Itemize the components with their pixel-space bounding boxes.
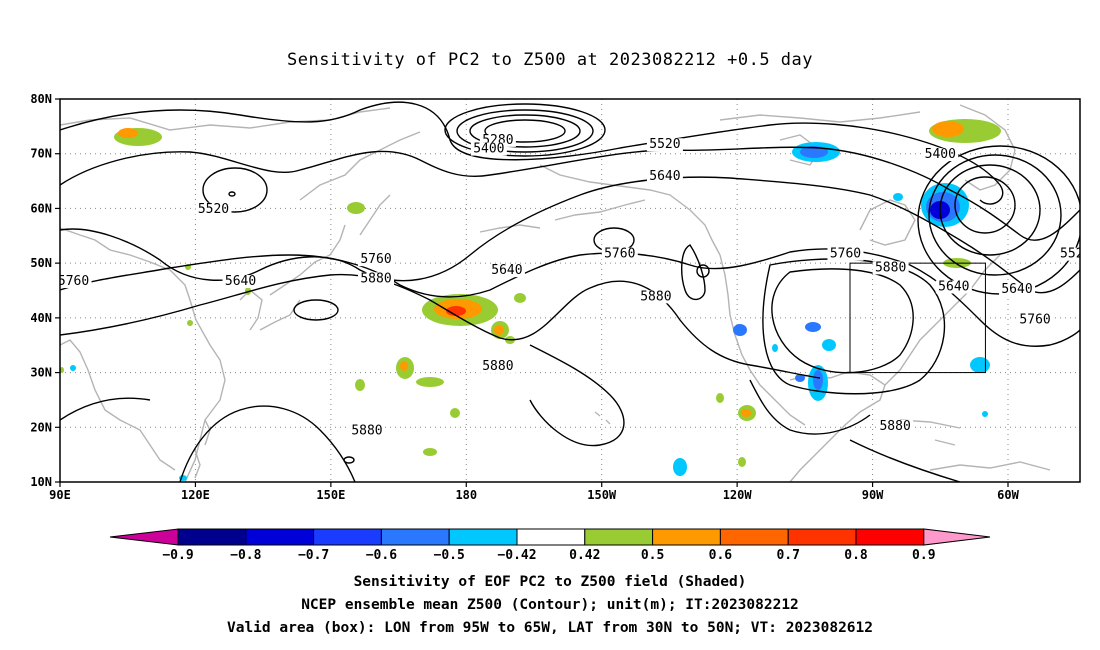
y-tick-label: 80N — [30, 92, 52, 106]
contour-label-bg — [877, 420, 914, 434]
contour-label-bg — [358, 272, 394, 286]
contour-label: 5880 — [879, 419, 910, 434]
contour-label: 5880 — [360, 271, 391, 286]
map-frame — [59, 98, 1081, 483]
chart-title: Sensitivity of PC2 to Z500 at 2023082212… — [286, 50, 813, 70]
colorbar-label: 0.7 — [776, 548, 799, 563]
x-tick-label: 150E — [316, 488, 345, 502]
contour-label: 5880 — [640, 289, 671, 304]
x-tick-label: 60W — [997, 488, 1019, 502]
colorbar-label: 0.42 — [569, 548, 600, 563]
colorbar-label: −0.9 — [162, 548, 193, 563]
colorbar-swatch — [448, 528, 518, 546]
y-tick-label: 40N — [30, 311, 52, 325]
contour-label-bg — [358, 253, 394, 267]
y-tick-label: 60N — [30, 201, 52, 215]
colorbar-label: 0.9 — [912, 548, 935, 563]
colorbar-label: −0.8 — [230, 548, 261, 563]
contour-label: 5640 — [491, 263, 522, 278]
z500-contours — [60, 101, 1080, 482]
colorbar-swatch — [652, 528, 721, 546]
colorbar-label: 0.8 — [844, 548, 868, 563]
colorbar-swatch — [380, 528, 450, 546]
colorbar-over-arrow — [923, 528, 991, 546]
contour-label: 5760 — [360, 252, 391, 267]
colorbar: −0.9 −0.8 −0.7 −0.6 −0.5 −0.42 0.42 0.5 0.6 0.7 0.… — [109, 528, 991, 563]
contour-label-bg — [922, 148, 959, 162]
colorbar-label: 0.5 — [641, 548, 664, 563]
colorbar-label: −0.6 — [366, 548, 397, 563]
contour-label-bg — [1057, 247, 1080, 261]
contour-label: 5640 — [938, 280, 969, 295]
y-tick-label: 50N — [30, 256, 52, 270]
contour-label: 5640 — [225, 274, 256, 289]
contour-label-bg — [637, 290, 674, 304]
contour-label: 5400 — [925, 147, 956, 162]
colorbar-under-arrow — [109, 528, 179, 546]
contour-label: 5760 — [830, 247, 861, 262]
contour-label: 5640 — [1001, 282, 1032, 297]
footer-line-1: Sensitivity of EOF PC2 to Z500 field (Sh… — [353, 574, 747, 590]
contour-label: 5880 — [482, 359, 513, 374]
contour-label-bg — [646, 169, 683, 183]
contour-label-bg — [1017, 313, 1054, 327]
colorbar-label: −0.7 — [298, 548, 329, 563]
colorbar-swatch — [516, 528, 586, 546]
x-tick-label: 90W — [862, 488, 884, 502]
contour-label: 5640 — [649, 169, 680, 184]
contour-label-bg — [195, 202, 232, 216]
colorbar-swatch — [787, 528, 857, 546]
colorbar-label: 0.6 — [709, 548, 733, 563]
contour-label: 5760 — [58, 274, 89, 289]
contour-label-bg — [60, 275, 92, 289]
y-tick-label: 70N — [30, 147, 52, 161]
y-tick-label: 10N — [30, 475, 52, 489]
x-tick-label: 120E — [181, 488, 210, 502]
contour-label: 5400 — [473, 142, 504, 157]
footer-line-2: NCEP ensemble mean Z500 (Contour); unit(… — [301, 597, 799, 613]
contour-label-bg — [488, 264, 525, 278]
contour-label-bg — [222, 275, 259, 289]
colorbar-swatch — [719, 528, 789, 546]
y-tick-label: 30N — [30, 366, 52, 380]
contour-label: 5880 — [875, 260, 906, 275]
contour-label: 5760 — [604, 247, 635, 262]
contour-label: 5520 — [1060, 247, 1091, 262]
footer-line-3: Valid area (box): LON from 95W to 65W, L… — [226, 620, 873, 636]
axis-ticks: 90E 120E 150E 180 150W 120W 90W 60W 10N 20N 30N 40N… — [30, 92, 1019, 502]
colorbar-label: −0.5 — [434, 548, 465, 563]
contour-label-bg — [479, 359, 516, 373]
colorbar-swatch — [313, 528, 382, 546]
x-tick-label: 180 — [455, 488, 477, 502]
contour-label: 5520 — [198, 202, 229, 217]
valid-area-box — [849, 262, 986, 374]
contour-label-bg — [999, 283, 1036, 297]
colorbar-label: −0.42 — [497, 548, 536, 563]
contour-label: 5880 — [351, 423, 382, 438]
map-area — [60, 99, 1080, 482]
colorbar-swatch — [245, 528, 315, 546]
contour-label-bg — [935, 280, 972, 294]
contour-label-bg — [470, 142, 507, 156]
x-tick-label: 150W — [587, 488, 617, 502]
colorbar-swatch — [177, 528, 247, 546]
contour-label-bg — [872, 261, 909, 275]
y-tick-label: 20N — [30, 420, 52, 434]
contour-label-bg — [601, 247, 638, 261]
contour-label: 5760 — [1019, 312, 1050, 327]
coastlines — [60, 104, 1051, 482]
colorbar-swatch — [584, 528, 654, 546]
x-tick-label: 120W — [723, 488, 753, 502]
contour-label-bg — [827, 247, 864, 261]
contour-label: 5520 — [649, 137, 680, 152]
colorbar-swatch — [855, 528, 925, 546]
contour-label-bg — [646, 138, 683, 152]
x-tick-label: 90E — [49, 488, 71, 502]
contour-label-bg — [348, 424, 385, 438]
